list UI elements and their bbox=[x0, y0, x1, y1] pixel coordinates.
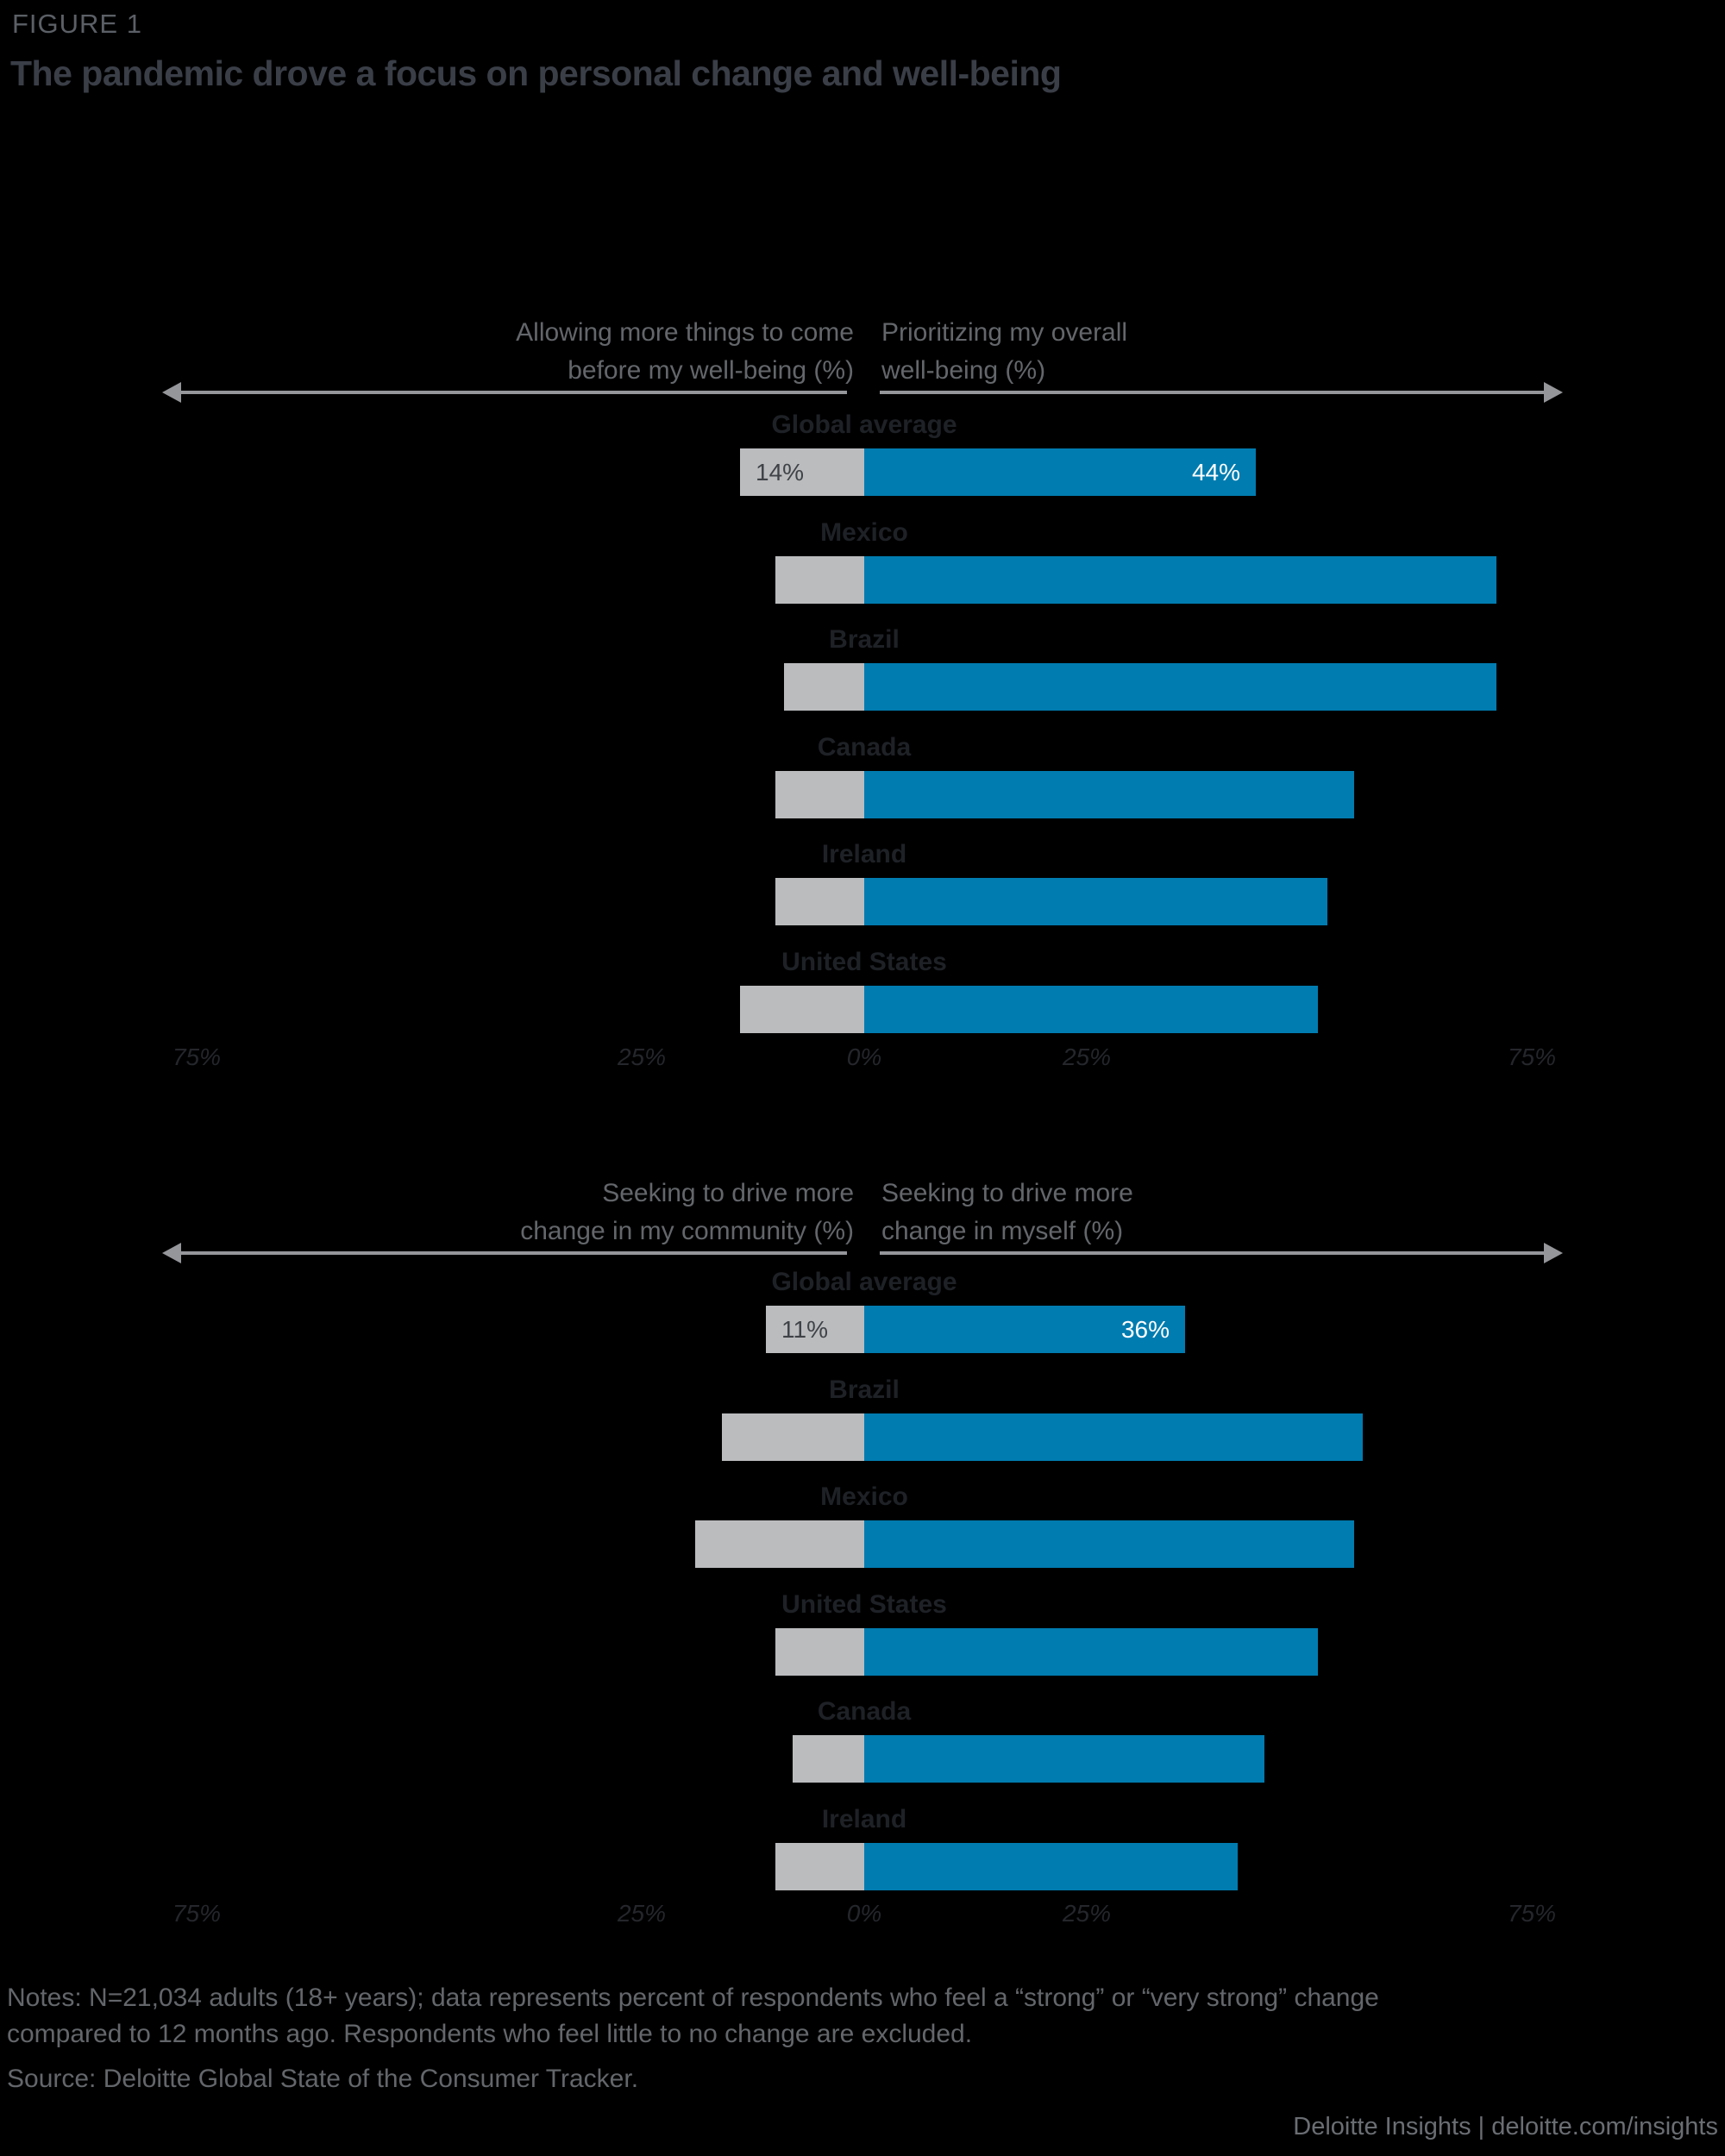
bar-right-segment bbox=[864, 1627, 1318, 1676]
bar-right-segment bbox=[864, 1735, 1264, 1783]
value-label-left: 14% bbox=[756, 459, 805, 486]
chart1-left-axis-title-line1: Allowing more things to come bbox=[516, 318, 854, 347]
chart2-left-axis-title-line2: change in my community (%) bbox=[520, 1217, 854, 1245]
source-line: Source: Deloitte Global State of the Con… bbox=[7, 2065, 639, 2093]
bar-left-segment bbox=[695, 1520, 864, 1568]
category-label-brazil: Brazil bbox=[829, 1375, 900, 1404]
category-label-ireland: Ireland bbox=[821, 840, 907, 868]
left-arrow-icon bbox=[162, 382, 181, 403]
figure-number-label: FIGURE 1 bbox=[12, 9, 142, 39]
footer-brand: Deloitte Insights bbox=[1293, 2113, 1471, 2140]
category-label-ireland: Ireland bbox=[821, 1804, 907, 1833]
bar-left-segment bbox=[775, 878, 864, 925]
axis-arrow-line-right bbox=[880, 1251, 1547, 1255]
notes-line-2: compared to 12 months ago. Respondents w… bbox=[7, 2020, 973, 2048]
axis-tick-75%: 75% bbox=[1507, 1900, 1557, 1927]
bar-right-segment bbox=[864, 985, 1318, 1033]
bar-left-segment bbox=[775, 1842, 864, 1890]
axis-arrow-line-left bbox=[178, 1251, 847, 1255]
value-label-left: 11% bbox=[781, 1316, 828, 1343]
figure-title: The pandemic drove a focus on personal c… bbox=[10, 53, 1062, 93]
category-label-united-states: United States bbox=[781, 1589, 947, 1619]
chart1-left-axis-title-line2: before my well-being (%) bbox=[568, 356, 854, 385]
chart2-left-axis-title-line1: Seeking to drive more bbox=[602, 1179, 854, 1207]
axis-tick-25%: 25% bbox=[1062, 1044, 1112, 1070]
axis-arrow-line-left bbox=[178, 391, 847, 394]
value-label-right: 44% bbox=[1191, 459, 1240, 486]
chart1-left-axis-title: Allowing more things to come before my w… bbox=[516, 314, 854, 390]
axis-tick-0%: 0% bbox=[846, 1044, 882, 1070]
left-arrow-icon bbox=[162, 1243, 181, 1263]
category-label-global-average: Global average bbox=[771, 1268, 957, 1296]
category-label-canada: Canada bbox=[817, 732, 912, 761]
chart2-left-axis-title: Seeking to drive more change in my commu… bbox=[520, 1175, 854, 1250]
bar-left-segment: 14% bbox=[740, 448, 864, 496]
footer: Deloitte Insights | deloitte.com/insight… bbox=[1293, 2113, 1718, 2141]
bar-left-segment: 11% bbox=[766, 1306, 864, 1353]
axis-tick-0%: 0% bbox=[846, 1900, 882, 1927]
axis-tick-75%: 75% bbox=[172, 1900, 222, 1927]
bar-right-segment bbox=[864, 1413, 1363, 1461]
category-label-united-states: United States bbox=[781, 947, 947, 976]
bar-right-segment bbox=[864, 878, 1327, 925]
bar-left-segment bbox=[793, 1735, 864, 1783]
axis-tick-75%: 75% bbox=[172, 1044, 222, 1070]
bar-left-segment bbox=[775, 1627, 864, 1676]
category-label-brazil: Brazil bbox=[829, 625, 900, 654]
axis-tick-75%: 75% bbox=[1507, 1044, 1557, 1070]
bar-right-segment bbox=[864, 770, 1354, 818]
footer-link[interactable]: deloitte.com/insights bbox=[1491, 2113, 1718, 2140]
bar-right-segment: 36% bbox=[864, 1306, 1185, 1353]
chart1-right-axis-title-line1: Prioritizing my overall bbox=[881, 318, 1128, 347]
bar-right-segment bbox=[864, 663, 1496, 711]
axis-tick-25%: 25% bbox=[617, 1900, 667, 1927]
chart1-right-axis-title: Prioritizing my overall well-being (%) bbox=[881, 314, 1127, 390]
bar-left-segment bbox=[722, 1413, 864, 1461]
chart2-right-axis-title-line1: Seeking to drive more bbox=[881, 1179, 1133, 1207]
footer-separator: | bbox=[1471, 2113, 1492, 2140]
category-label-mexico: Mexico bbox=[820, 517, 908, 547]
right-arrow-icon bbox=[1544, 1243, 1563, 1263]
category-label-mexico: Mexico bbox=[820, 1482, 908, 1511]
bar-right-segment bbox=[864, 555, 1496, 604]
bar-left-segment bbox=[775, 555, 864, 604]
value-label-right: 36% bbox=[1120, 1316, 1170, 1343]
right-arrow-icon bbox=[1544, 382, 1563, 403]
axis-tick-25%: 25% bbox=[617, 1044, 667, 1070]
category-label-global-average: Global average bbox=[771, 411, 957, 439]
bar-left-segment bbox=[740, 985, 864, 1033]
axis-arrow-line-right bbox=[880, 391, 1547, 394]
chart2-right-axis-title-line2: change in myself (%) bbox=[881, 1217, 1124, 1245]
axis-tick-25%: 25% bbox=[1062, 1900, 1112, 1927]
bar-right-segment bbox=[864, 1842, 1238, 1890]
chart2-right-axis-title: Seeking to drive more change in myself (… bbox=[881, 1175, 1133, 1250]
bar-right-segment: 44% bbox=[864, 448, 1256, 496]
category-label-canada: Canada bbox=[817, 1697, 912, 1726]
notes-line-1: Notes: N=21,034 adults (18+ years); data… bbox=[7, 1984, 1379, 2012]
bar-left-segment bbox=[784, 663, 864, 711]
bar-right-segment bbox=[864, 1520, 1354, 1568]
chart1-right-axis-title-line2: well-being (%) bbox=[881, 356, 1046, 385]
bar-left-segment bbox=[775, 770, 864, 818]
